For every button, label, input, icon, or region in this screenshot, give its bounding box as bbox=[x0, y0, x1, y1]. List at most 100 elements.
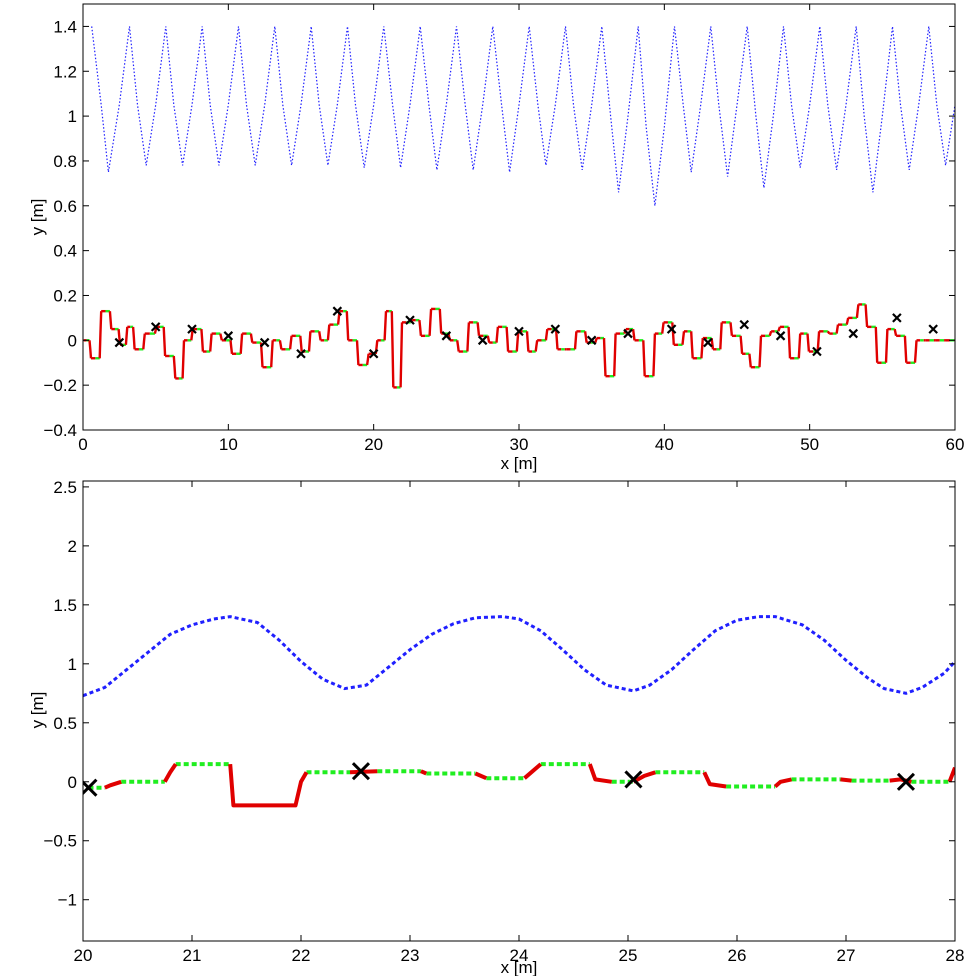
top-chart-swing-riser bbox=[661, 322, 665, 334]
top-chart-swing-riser bbox=[249, 333, 254, 343]
top-chart-swing-riser bbox=[642, 340, 646, 377]
top-chart-foothold-marker bbox=[150, 322, 161, 332]
top-chart-swing-riser bbox=[777, 326, 782, 332]
top-chart-foothold-marker bbox=[368, 348, 379, 359]
top-chart-swing-riser bbox=[399, 322, 404, 388]
top-chart-swing-riser bbox=[554, 329, 559, 350]
top-chart-swing-riser bbox=[278, 340, 283, 350]
top-chart-swing-riser bbox=[652, 333, 657, 377]
top-chart-x-tick-label: 10 bbox=[219, 435, 238, 454]
bottom-chart-swing-segment bbox=[773, 777, 792, 789]
top-chart-x-tick-label: 60 bbox=[946, 435, 965, 454]
top-chart-swing-riser bbox=[515, 331, 520, 352]
top-chart-swing-riser bbox=[365, 353, 370, 366]
top-chart-y-tick-label: 0.2 bbox=[53, 286, 77, 305]
top-chart-swing-riser bbox=[307, 331, 312, 352]
top-chart-foothold-marker bbox=[259, 337, 270, 348]
top-chart-foothold-marker bbox=[586, 335, 597, 346]
top-chart-swing-riser bbox=[345, 311, 350, 341]
top-chart-swing-riser bbox=[383, 311, 388, 341]
top-chart-foothold-marker bbox=[703, 337, 713, 348]
top-chart-foothold-marker bbox=[666, 324, 677, 334]
top-chart-swing-riser bbox=[288, 335, 293, 350]
top-chart-swing-riser bbox=[884, 329, 889, 363]
top-chart-swing-riser bbox=[903, 335, 908, 363]
top-chart-swing-riser bbox=[671, 322, 675, 345]
top-chart-foothold-marker bbox=[812, 346, 822, 357]
bottom-chart-swing-segment bbox=[163, 762, 178, 783]
top-chart-x-tick-label: 50 bbox=[800, 435, 819, 454]
bottom-chart-swing-segment bbox=[587, 763, 612, 784]
top-chart-y-tick-label: 0.6 bbox=[53, 197, 77, 216]
top-chart-swing-riser bbox=[219, 333, 223, 341]
bottom-chart-x-tick-label: 21 bbox=[183, 946, 202, 965]
bottom-chart-x-tick-label: 24 bbox=[510, 946, 529, 965]
top-chart-foothold-marker bbox=[296, 348, 306, 359]
top-chart-swing-riser bbox=[748, 353, 752, 368]
top-chart-swing-riser bbox=[631, 328, 636, 341]
bottom-chart-x-tick-label: 26 bbox=[728, 946, 747, 965]
bottom-chart-x-tick-label: 28 bbox=[946, 946, 965, 965]
top-chart-swing-riser bbox=[719, 322, 723, 350]
top-chart-x-tick-label: 30 bbox=[510, 435, 529, 454]
top-chart-y-tick-label: 0.4 bbox=[53, 242, 77, 261]
top-chart-swing-riser bbox=[816, 331, 821, 352]
bottom-chart-y-tick-label: 1.5 bbox=[53, 596, 77, 615]
bottom-chart-x-tick-label: 25 bbox=[619, 946, 638, 965]
top-chart-x-tick-label: 20 bbox=[364, 435, 383, 454]
top-chart-swing-riser bbox=[681, 331, 686, 345]
top-chart-swing-riser bbox=[787, 326, 792, 359]
top-chart-swing-riser bbox=[874, 326, 879, 363]
top-chart-plot-area bbox=[83, 26, 955, 389]
bottom-chart-swing-segment bbox=[523, 762, 543, 780]
top-chart-swing-riser bbox=[613, 333, 617, 377]
top-chart-foothold-marker bbox=[477, 335, 488, 346]
top-chart-y-tick-label: 0.8 bbox=[53, 152, 77, 171]
top-chart-x-tick-label: 40 bbox=[655, 435, 674, 454]
top-chart-swing-riser bbox=[855, 304, 860, 319]
top-chart-swing-riser bbox=[864, 304, 869, 327]
bottom-chart-swing-segment bbox=[420, 769, 428, 776]
top-chart-swing-riser bbox=[229, 340, 234, 354]
top-chart-foothold-marker bbox=[623, 328, 633, 339]
top-chart-swing-riser bbox=[239, 333, 244, 354]
top-chart-ticks: 0 10 20 30 40 50 60 −0.4 −0.2 0 0.2 0.4 0.6 0.8 1 1.2 1.… bbox=[43, 4, 964, 454]
top-chart-y-tick-label: −0.4 bbox=[43, 421, 77, 440]
top-chart-swing-riser bbox=[768, 330, 773, 337]
top-chart-swing-riser bbox=[544, 328, 549, 341]
top-chart-swing-riser bbox=[602, 338, 607, 377]
bottom-chart-y-tick-label: 2.5 bbox=[53, 478, 77, 497]
top-chart-swing-riser bbox=[476, 322, 481, 336]
top-chart: 0 10 20 30 40 50 60 −0.4 −0.2 0 0.2 0.4 0.6 0.8 1 1.2 1.… bbox=[28, 3, 964, 473]
bottom-chart-swing-segment bbox=[474, 771, 488, 781]
top-chart-swing-riser bbox=[583, 331, 588, 343]
top-chart-swing-riser bbox=[486, 335, 491, 343]
top-chart-y-tick-label: −0.2 bbox=[43, 376, 77, 395]
top-chart-swing-riser bbox=[594, 337, 598, 343]
bottom-chart-swing-segment bbox=[840, 777, 852, 783]
top-chart-swing-riser bbox=[355, 340, 360, 366]
top-chart-x-axis-label: x [m] bbox=[501, 454, 538, 473]
top-chart-swing-riser bbox=[438, 308, 443, 334]
top-chart-y-tick-label: 0 bbox=[68, 331, 77, 350]
bottom-chart-x-axis-label: x [m] bbox=[501, 958, 538, 976]
bottom-chart-swing-segment bbox=[947, 766, 955, 783]
top-chart-swing-riser bbox=[534, 340, 539, 352]
top-chart-swing-riser bbox=[200, 329, 205, 352]
bottom-chart: 20 21 22 23 24 25 26 27 28 −1 −0.5 0 0.5 1 1.5 2 2.5 x [… bbox=[28, 478, 964, 976]
top-chart-swing-riser bbox=[270, 340, 274, 368]
top-chart-foothold-marker bbox=[332, 306, 343, 316]
top-chart-foothold-marker bbox=[892, 313, 902, 323]
top-chart-foothold-marker bbox=[514, 326, 524, 337]
top-chart-swing-riser bbox=[758, 335, 763, 368]
top-chart-swing-riser bbox=[326, 324, 331, 341]
top-chart-foothold-marker bbox=[928, 324, 938, 334]
top-chart-swing-riser bbox=[456, 340, 460, 352]
bottom-chart-x-tick-label: 20 bbox=[74, 946, 93, 965]
top-chart-swing-riser bbox=[131, 326, 136, 350]
top-chart-foothold-marker bbox=[739, 319, 750, 330]
top-chart-y-tick-label: 1 bbox=[68, 107, 77, 126]
top-chart-swing-riser bbox=[98, 311, 103, 359]
top-chart-swing-riser bbox=[172, 355, 177, 379]
